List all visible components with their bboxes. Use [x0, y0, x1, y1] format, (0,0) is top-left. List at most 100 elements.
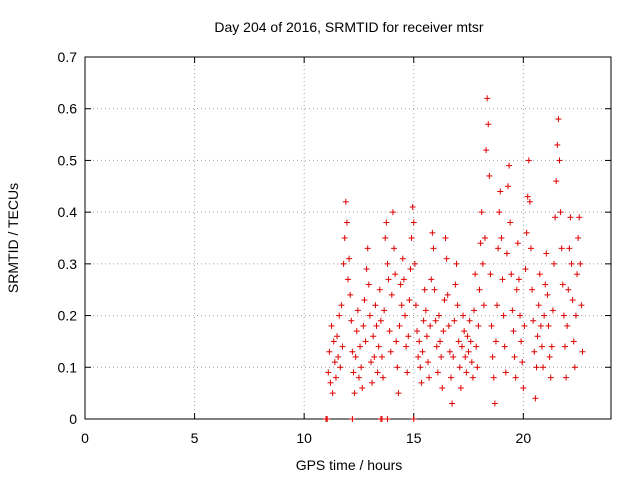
grid-lines	[85, 57, 611, 419]
data-point	[501, 343, 508, 350]
data-point	[366, 312, 373, 319]
data-point	[325, 369, 332, 376]
data-point	[404, 369, 411, 376]
data-point	[369, 379, 376, 386]
data-point	[396, 322, 403, 329]
data-point	[492, 338, 499, 345]
data-point	[512, 374, 519, 381]
data-point	[394, 364, 401, 371]
data-point	[496, 209, 503, 216]
data-point	[398, 302, 405, 309]
data-point	[528, 245, 535, 252]
data-point	[351, 390, 358, 397]
data-point	[571, 364, 578, 371]
data-point	[385, 276, 392, 283]
data-point	[445, 322, 452, 329]
data-point	[437, 338, 444, 345]
data-point	[418, 379, 425, 386]
data-point	[541, 312, 548, 319]
data-point	[490, 374, 497, 381]
data-point	[349, 416, 356, 422]
data-point	[326, 348, 333, 355]
data-point	[382, 235, 389, 241]
data-point	[464, 333, 471, 340]
data-point	[575, 235, 582, 241]
data-point	[359, 384, 366, 391]
data-point	[442, 235, 449, 241]
x-tick-labels: 0 5 10 15 20	[81, 430, 531, 446]
data-point	[494, 302, 501, 309]
data-point	[421, 286, 428, 293]
data-point	[472, 271, 479, 278]
data-point	[579, 348, 586, 355]
data-point	[532, 395, 539, 402]
data-point	[384, 260, 391, 267]
data-point	[430, 245, 437, 252]
data-point	[557, 209, 564, 216]
data-point	[457, 384, 464, 391]
data-point	[469, 374, 476, 381]
data-point	[443, 255, 450, 262]
data-point	[480, 302, 487, 309]
data-point	[408, 235, 415, 241]
data-point	[353, 328, 360, 335]
data-point	[378, 416, 385, 422]
data-point	[358, 364, 365, 371]
data-point	[384, 416, 391, 422]
data-point	[570, 338, 577, 345]
data-point	[503, 250, 510, 257]
data-point	[576, 214, 583, 221]
data-point	[433, 343, 440, 350]
data-point	[343, 219, 350, 226]
data-point	[478, 209, 485, 216]
data-point	[551, 260, 558, 267]
data-point	[544, 291, 551, 298]
data-point	[511, 353, 518, 360]
y-tick-label: 0.1	[58, 359, 78, 375]
data-point	[487, 271, 494, 278]
data-point	[352, 353, 359, 360]
data-point	[474, 364, 481, 371]
data-point	[389, 209, 396, 216]
data-point	[519, 359, 526, 366]
data-point	[365, 281, 372, 288]
data-point	[510, 328, 517, 335]
data-point	[429, 229, 436, 236]
data-point	[423, 333, 430, 340]
data-point	[392, 271, 399, 278]
data-point	[361, 297, 368, 304]
data-point	[406, 297, 413, 304]
data-point	[363, 266, 370, 273]
data-point	[329, 390, 336, 397]
data-point	[377, 317, 384, 324]
data-point	[410, 219, 417, 226]
data-point	[370, 333, 377, 340]
data-point	[524, 193, 531, 200]
data-point	[364, 245, 371, 252]
data-point	[545, 322, 552, 329]
data-point	[411, 260, 418, 267]
data-point	[399, 255, 406, 262]
data-point	[414, 328, 421, 335]
data-point	[475, 322, 482, 329]
data-point	[485, 121, 492, 128]
data-point	[504, 183, 511, 190]
data-point	[395, 390, 402, 397]
x-axis-title: GPS time / hours	[296, 457, 403, 473]
data-point	[513, 286, 520, 293]
data-point	[574, 271, 581, 278]
data-point	[481, 235, 488, 241]
data-point	[515, 276, 522, 283]
data-point	[422, 307, 429, 314]
data-point	[529, 286, 536, 293]
data-point	[547, 374, 554, 381]
data-point	[558, 245, 565, 252]
data-point	[381, 307, 388, 314]
data-point	[553, 178, 560, 185]
y-tick-label: 0	[69, 411, 77, 427]
data-point	[338, 302, 345, 309]
data-point	[449, 400, 456, 407]
data-point	[337, 364, 344, 371]
data-point	[391, 245, 398, 252]
data-point	[543, 250, 550, 257]
